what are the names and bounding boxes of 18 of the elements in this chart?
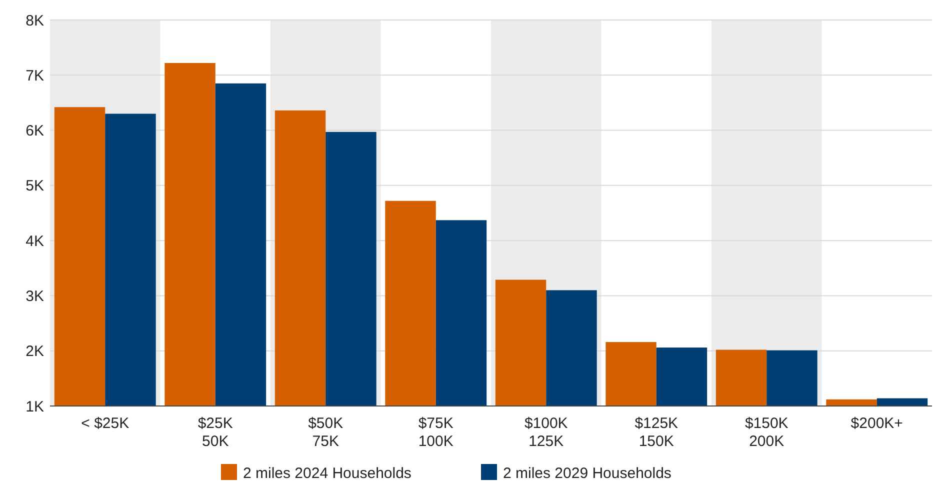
y-tick-label: 3K — [26, 288, 44, 305]
y-tick-label: 4K — [26, 232, 44, 250]
x-tick-label: < $25K — [81, 415, 130, 432]
legend-label: 2 miles 2029 Households — [503, 465, 672, 482]
y-tick-label: 8K — [26, 12, 44, 30]
legend-label: 2 miles 2024 Households — [243, 465, 412, 482]
y-tick-label: 6K — [26, 122, 44, 140]
x-tick-label: $125K 150K — [634, 415, 678, 450]
x-tick-label: $200K+ — [850, 415, 904, 432]
x-tick-label: $25K 50K — [198, 415, 233, 450]
y-tick-label: 2K — [26, 343, 44, 360]
y-tick-label: 5K — [26, 178, 44, 195]
y-tick-label: 7K — [26, 67, 44, 84]
x-tick-label: $100K 125K — [524, 415, 568, 450]
x-tick-label: $150K 200K — [744, 415, 788, 450]
x-tick-label: $75K 100K — [418, 415, 454, 450]
x-tick-label: $50K 75K — [308, 415, 344, 450]
y-tick-label: 1K — [26, 398, 44, 416]
